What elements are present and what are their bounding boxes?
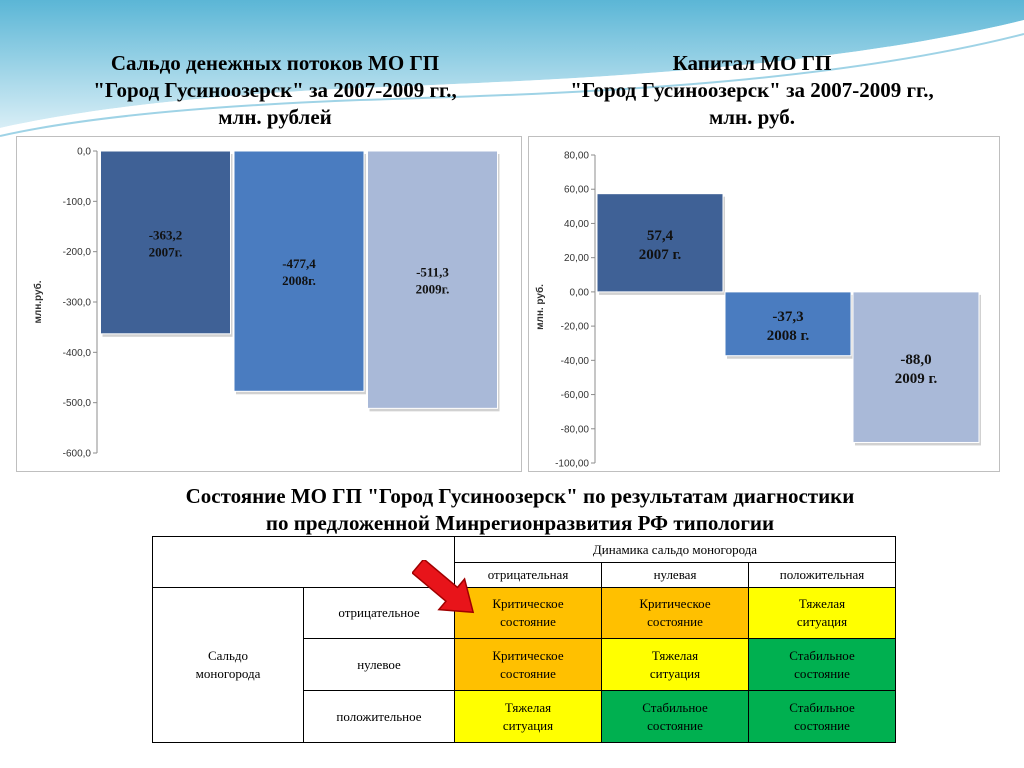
y-tick-label: -500,0 xyxy=(63,398,92,409)
bar xyxy=(367,150,498,409)
red-arrow-icon xyxy=(412,560,475,614)
y-tick-label: 60,00 xyxy=(564,185,589,196)
y-tick-label: 0,0 xyxy=(77,147,91,158)
bar xyxy=(724,291,852,357)
matrix-cell: Тяжелая ситуация xyxy=(454,690,602,743)
y-tick-label: -400,0 xyxy=(63,348,92,359)
matrix-cell: Стабильное состояние xyxy=(601,690,749,743)
y-tick-label: -600,0 xyxy=(63,449,92,460)
bar-category-label: 2009г. xyxy=(416,282,450,297)
bar-value-label: -511,3 xyxy=(416,265,449,280)
matrix-cell-text: Стабильное состояние xyxy=(789,647,855,681)
diagnostics-title: Состояние МО ГП "Город Гусиноозерск" по … xyxy=(60,483,980,537)
matrix-cell-text: Тяжелая ситуация xyxy=(796,596,848,629)
right-title-line: "Город Гусиноозерск" за 2007-2009 гг., xyxy=(570,78,934,102)
matrix-cell: Критическое состояние xyxy=(454,587,602,639)
y-tick-label: 80,00 xyxy=(564,151,589,162)
matrix-col-header: положительная xyxy=(748,562,896,588)
typology-matrix: Динамика сальдо моногорода отрицательная… xyxy=(152,536,896,743)
matrix-cell-text: Стабильное состояние xyxy=(642,699,708,733)
bar-category-label: 2009 г. xyxy=(895,371,938,387)
matrix-cell: Тяжелая ситуация xyxy=(748,587,896,639)
right-chart-title: Капитал МО ГП "Город Гусиноозерск" за 20… xyxy=(512,50,992,131)
right-title-line: Капитал МО ГП xyxy=(672,51,832,75)
y-axis-title: млн. руб. xyxy=(534,284,546,330)
matrix-col-header: нулевая xyxy=(601,562,749,588)
matrix-cell-text: Критическое состояние xyxy=(639,596,711,629)
matrix-row-group: Сальдо моногорода xyxy=(152,587,304,743)
matrix-cell-text: Тяжелая ситуация xyxy=(502,699,554,733)
y-tick-label: 20,00 xyxy=(564,253,589,264)
matrix-cell-text: Критическое состояние xyxy=(492,596,564,629)
y-tick-label: -40,00 xyxy=(561,356,590,367)
matrix-row-group-label: Сальдо моногорода xyxy=(195,648,261,681)
matrix-cell: Критическое состояние xyxy=(454,638,602,691)
y-tick-label: -100,00 xyxy=(555,459,589,470)
matrix-row-header: положительное xyxy=(303,690,455,743)
y-tick-label: 0,00 xyxy=(570,287,590,298)
capital-chart-svg: 80,00 60,00 40,00 20,00 0,00 -20,00 -40,00 -60,… xyxy=(534,151,981,470)
matrix-cell-text: Тяжелая ситуация xyxy=(649,647,701,681)
bar xyxy=(100,150,231,335)
y-tick-label: -100,0 xyxy=(63,197,92,208)
matrix-empty-corner xyxy=(152,536,455,588)
left-title-line: млн. рублей xyxy=(218,105,332,129)
y-axis-title: млн.руб. xyxy=(32,280,44,323)
left-title-line: "Город Гусиноозерск" за 2007-2009 гг., xyxy=(93,78,457,102)
bar-value-label: -363,2 xyxy=(149,227,183,242)
diagnostics-title-line: по предложенной Минрегионразвития РФ тип… xyxy=(265,511,775,535)
bar-category-label: 2008г. xyxy=(282,273,316,288)
matrix-cell: Стабильное состояние xyxy=(748,690,896,743)
bar-value-label: -477,4 xyxy=(282,256,316,271)
bar-value-label: 57,4 xyxy=(647,228,674,244)
y-tick-label: -300,0 xyxy=(63,298,92,309)
matrix-row-header: отрицательное xyxy=(303,587,455,639)
bar-category-label: 2008 г. xyxy=(767,328,810,344)
matrix-cell-text: Критическое состояние xyxy=(492,647,564,681)
matrix-cell: Критическое состояние xyxy=(601,587,749,639)
matrix-col-group: Динамика сальдо моногорода xyxy=(454,536,896,563)
matrix-cell-text: Стабильное состояние xyxy=(789,699,855,733)
cash-flow-chart-svg: 0,0 -100,0 -200,0 -300,0 -400,0 -500,0 -600,0 м… xyxy=(32,147,500,460)
bar xyxy=(233,150,365,392)
y-tick-label: 40,00 xyxy=(564,219,589,230)
cash-flow-chart: 0,0 -100,0 -200,0 -300,0 -400,0 -500,0 -600,0 м… xyxy=(16,136,522,472)
y-tick-label: -60,00 xyxy=(561,390,590,401)
diagnostics-title-line: Состояние МО ГП "Город Гусиноозерск" по … xyxy=(185,484,855,508)
bar xyxy=(596,193,724,293)
bar-value-label: -88,0 xyxy=(900,352,931,368)
matrix-row-header: нулевое xyxy=(303,638,455,691)
bar-value-label: -37,3 xyxy=(772,309,803,325)
capital-chart: 80,00 60,00 40,00 20,00 0,00 -20,00 -40,00 -60,… xyxy=(528,136,1000,472)
y-tick-label: -20,00 xyxy=(561,322,590,333)
left-chart-title: Сальдо денежных потоков МО ГП "Город Гус… xyxy=(40,50,510,131)
bar-category-label: 2007 г. xyxy=(639,247,682,263)
matrix-cell: Стабильное состояние xyxy=(748,638,896,691)
matrix-col-header: отрицательная xyxy=(454,562,602,588)
matrix-cell: Тяжелая ситуация xyxy=(601,638,749,691)
bar xyxy=(852,291,980,443)
y-tick-label: -80,00 xyxy=(561,424,590,435)
left-title-line: Сальдо денежных потоков МО ГП xyxy=(110,51,440,75)
bar-category-label: 2007г. xyxy=(149,244,183,259)
y-tick-label: -200,0 xyxy=(63,247,92,258)
right-title-line: млн. руб. xyxy=(708,105,796,129)
